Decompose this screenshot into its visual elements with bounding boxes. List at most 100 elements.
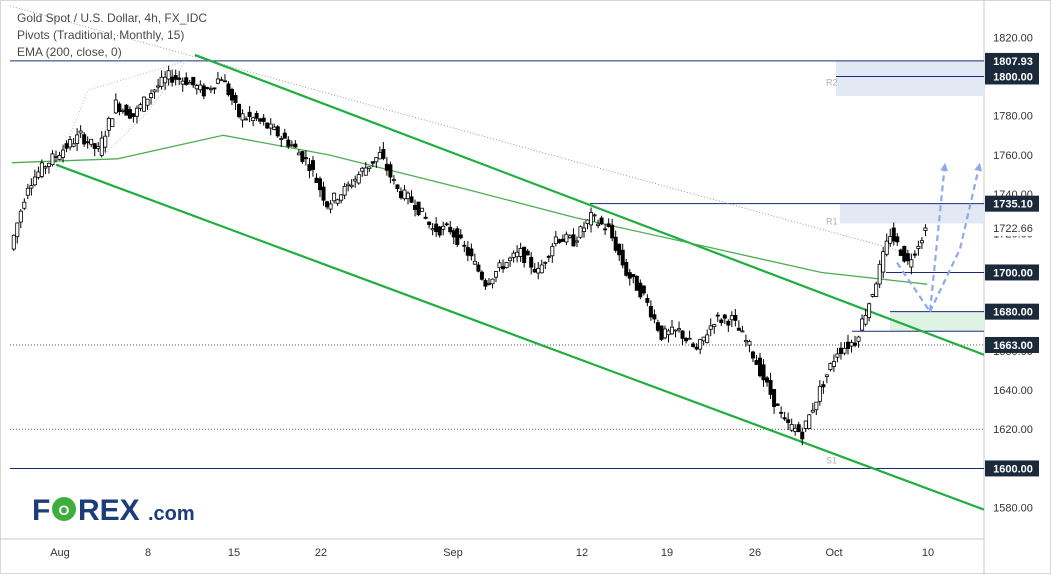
candle-body: [321, 186, 326, 201]
candle-body: [191, 76, 196, 86]
candle-body: [25, 187, 30, 196]
candle-body: [286, 139, 291, 147]
candle-body: [370, 161, 375, 164]
candle-body: [205, 87, 210, 89]
candle-body: [328, 203, 333, 210]
candle-body: [360, 167, 365, 172]
candle-body: [539, 264, 544, 274]
candle-body: [508, 257, 513, 262]
candle-body: [117, 103, 122, 112]
x-tick-label: 8: [145, 547, 151, 559]
price-label: 1800.00: [993, 71, 1033, 83]
candle-body: [497, 262, 502, 269]
candle-body: [444, 223, 449, 226]
candle-body: [694, 346, 699, 350]
candle-body: [300, 151, 305, 162]
candle-body: [296, 152, 301, 156]
candle-body: [775, 403, 780, 406]
candle-body: [54, 156, 59, 158]
pivot-label-r1: R1: [826, 217, 838, 227]
candle-body: [912, 253, 917, 256]
candle-body: [451, 230, 456, 238]
candle-body: [156, 85, 161, 88]
candle-body: [543, 261, 548, 264]
candle-body: [564, 233, 569, 243]
candle-body: [476, 264, 481, 272]
candle-body: [198, 84, 203, 91]
projection-arrowhead-1: [940, 162, 949, 172]
candle-body: [434, 223, 439, 233]
candle-body: [582, 227, 587, 232]
candle-body: [427, 221, 432, 225]
chart-title: Gold Spot / U.S. Dollar, 4h, FX_IDC: [17, 11, 208, 25]
price-label-box: [985, 264, 1039, 281]
candle-body: [384, 163, 389, 171]
candle-body: [754, 360, 759, 365]
candle-body: [420, 207, 425, 212]
y-tick-label: 1780.00: [993, 111, 1033, 123]
candle-body: [828, 363, 833, 370]
ema-line: [11, 134, 928, 285]
candle-body: [772, 389, 777, 407]
candle-body: [684, 338, 689, 342]
candle-body: [32, 176, 37, 186]
logo-o: O: [59, 502, 70, 518]
candle-body: [293, 143, 298, 148]
candle-body: [761, 364, 766, 381]
projection-arrowhead-2: [974, 162, 982, 172]
candle-body: [891, 227, 896, 242]
candle-body: [779, 411, 784, 414]
candle-body: [486, 282, 491, 285]
candle-body: [194, 85, 199, 90]
candle-body: [314, 177, 319, 183]
candle-body: [557, 239, 562, 243]
candle-body: [75, 134, 80, 144]
logo-f: F: [32, 494, 50, 526]
price-label-box: [985, 68, 1039, 85]
candle-body: [78, 130, 83, 134]
x-tick-label: 10: [922, 547, 934, 559]
candle-body: [448, 226, 453, 233]
candle-body: [715, 314, 720, 317]
candle-body: [469, 248, 474, 257]
candle-body: [529, 256, 534, 268]
candle-body: [437, 226, 442, 236]
candle-body: [413, 205, 418, 210]
candle-body: [698, 339, 703, 350]
candle-body: [177, 77, 182, 80]
candle-body: [515, 251, 520, 258]
candle-body: [138, 104, 143, 109]
candle-body: [92, 143, 97, 149]
candle-body: [574, 240, 579, 243]
price-label-box: [985, 303, 1039, 320]
candle-body: [691, 343, 696, 347]
candle-body: [810, 409, 815, 413]
candle-body: [578, 226, 583, 238]
candle-body: [617, 243, 622, 256]
zone-green-2: [890, 311, 984, 332]
dotted-trendline: [9, 5, 901, 252]
candle-body: [254, 112, 259, 119]
candle-body: [68, 139, 73, 148]
candle-body: [846, 341, 851, 349]
candle-body: [853, 342, 858, 346]
candle-body: [465, 247, 470, 256]
candle-body: [666, 330, 671, 336]
candle-body: [821, 384, 826, 388]
candle-body: [363, 167, 368, 176]
candle-body: [22, 201, 27, 209]
x-tick-label: 26: [749, 547, 761, 559]
candle-body: [870, 294, 875, 297]
channel-lower-line: [55, 163, 985, 511]
candle-body: [782, 417, 787, 420]
candle-body: [275, 126, 280, 137]
price-label-box: [985, 52, 1039, 69]
candle-body: [712, 324, 717, 327]
candle-body: [237, 103, 242, 118]
candle-body: [141, 96, 146, 112]
y-tick-label: 1580.00: [993, 503, 1033, 515]
candle-body: [849, 342, 854, 347]
candle-body: [888, 236, 893, 244]
indicator-pivots-label: Pivots (Traditional, Monthly, 15): [17, 28, 185, 42]
